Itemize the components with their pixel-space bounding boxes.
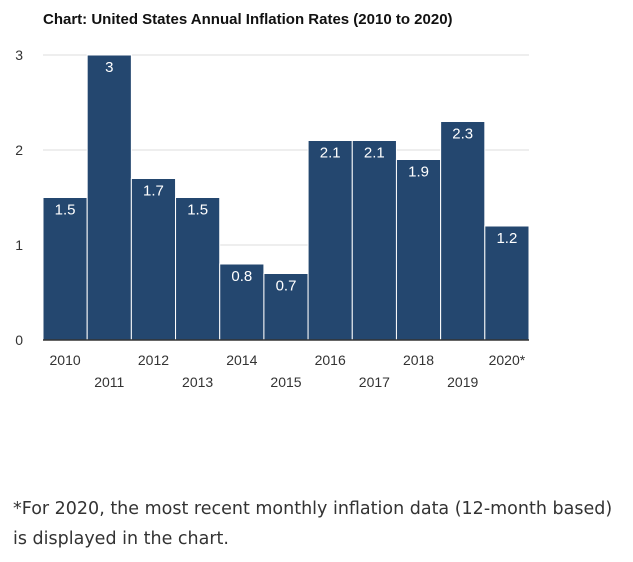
x-tick-label: 2011	[94, 374, 124, 390]
bar-2012	[130, 178, 177, 341]
bar-value-label: 3	[105, 59, 113, 76]
x-tick-label: 2014	[226, 352, 257, 368]
bar-2010	[42, 197, 88, 341]
bar-value-label: 1.9	[408, 164, 429, 181]
x-tick-label: 2012	[138, 352, 169, 368]
x-tick-label: 2020*	[489, 352, 526, 368]
footnote: *For 2020, the most recent monthly infla…	[13, 499, 613, 549]
x-tick-label: 2015	[270, 374, 301, 390]
bar-value-label: 0.7	[276, 278, 297, 295]
bars	[42, 54, 530, 341]
bar-value-label: 1.5	[187, 202, 208, 219]
y-tick-label: 0	[15, 332, 23, 348]
bar-2016	[307, 140, 353, 341]
x-tick-label: 2010	[50, 352, 81, 368]
bar-chart: 0 1 2 3 2010 2011 2012 2013 2014 2015 2016 2017 2018…	[15, 47, 530, 390]
x-tick-label: 2016	[315, 352, 346, 368]
x-tick-label: 2018	[403, 352, 434, 368]
bar-value-label: 1.7	[143, 183, 164, 200]
bar-value-label: 2.3	[452, 126, 473, 143]
bar-2019	[440, 121, 486, 341]
labels: 1.5 3 1.7 1.5 0.8 0.7 2.1 2.1 1.9 2.3 1.2	[55, 59, 518, 295]
x-tick-label: 2013	[182, 374, 213, 390]
bar-value-label: 2.1	[364, 145, 385, 162]
bar-2018	[395, 159, 442, 341]
bar-2017	[351, 140, 397, 341]
y-tick-label: 2	[15, 142, 23, 158]
bar-2011	[86, 54, 132, 341]
bar-2014	[219, 263, 265, 341]
y-tick-label: 1	[15, 237, 23, 253]
x-tick-label: 2017	[359, 374, 390, 390]
x-tick-label: 2019	[447, 374, 478, 390]
bar-value-label: 1.2	[496, 230, 517, 247]
bar-value-label: 1.5	[55, 202, 76, 219]
y-tick-label: 3	[15, 47, 23, 63]
bar-value-label: 2.1	[320, 145, 341, 162]
bar-2013	[175, 197, 221, 341]
axes: 0 1 2 3 2010 2011 2012 2013 2014 2015 2016 2017 2018…	[15, 47, 529, 390]
bar-value-label: 0.8	[231, 268, 252, 285]
chart-title: Chart: United States Annual Inflation Ra…	[43, 11, 453, 28]
